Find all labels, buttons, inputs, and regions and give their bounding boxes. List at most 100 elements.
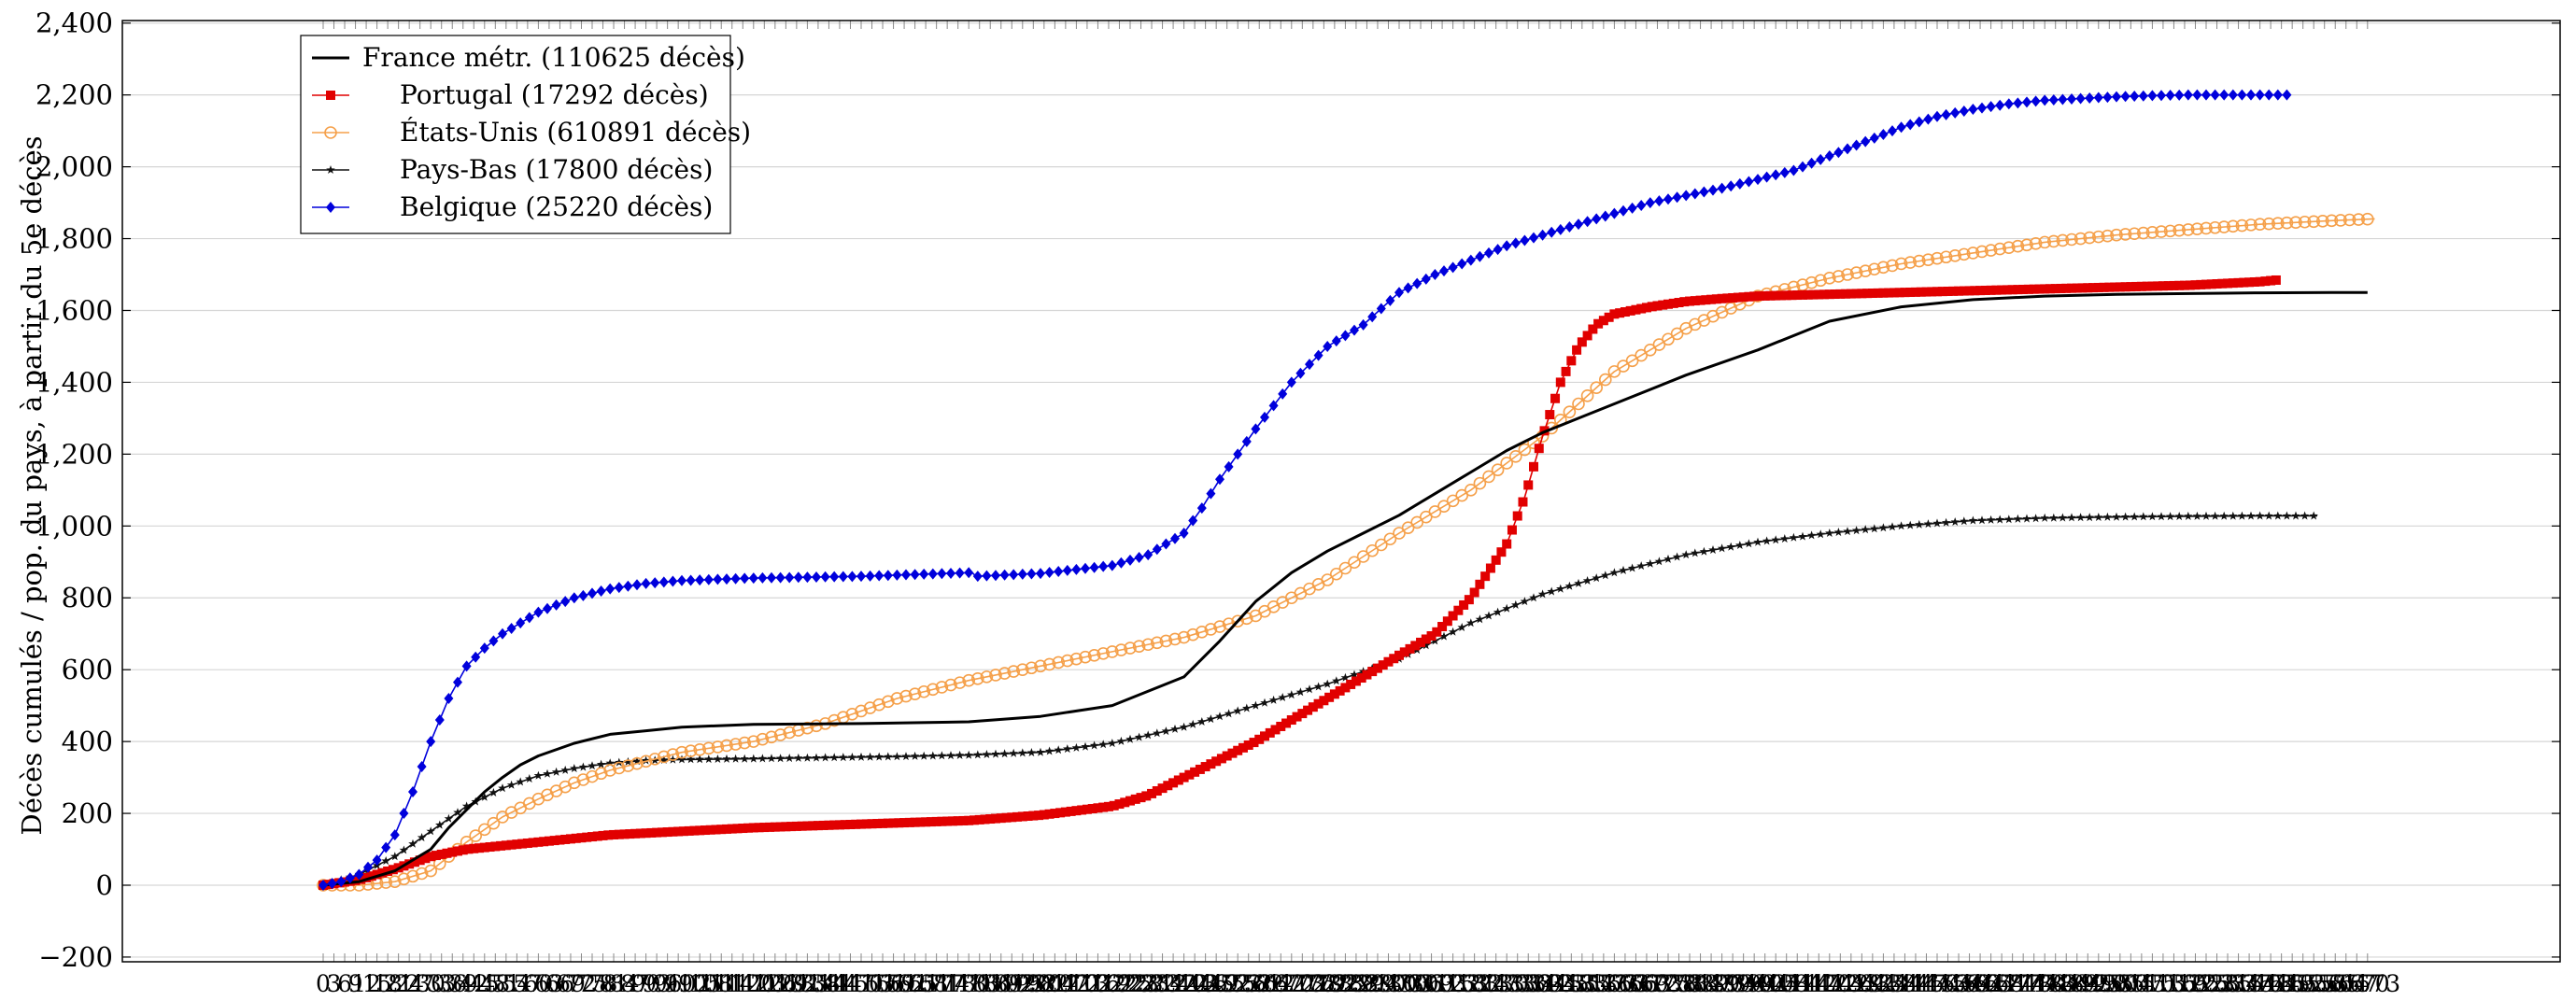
data-point <box>2298 215 2312 229</box>
data-point <box>2040 94 2050 106</box>
x-tick-label: 483 <box>2033 970 2078 997</box>
data-point <box>2253 218 2267 231</box>
data-point <box>2088 283 2099 293</box>
data-point <box>1260 698 1269 707</box>
data-point <box>892 752 902 761</box>
data-point <box>551 767 561 776</box>
x-tick-label: 384 <box>1678 970 1723 997</box>
data-point <box>1081 562 1090 574</box>
data-point <box>2169 280 2179 290</box>
y-tick-label: 1,200 <box>35 438 113 470</box>
data-point <box>775 822 786 832</box>
data-point <box>2217 278 2228 289</box>
x-tick-label: 309 <box>1409 970 1454 997</box>
data-point <box>388 865 398 875</box>
x-tick-label: 423 <box>1818 970 1862 997</box>
x-tick-label: 96 <box>653 970 683 997</box>
data-point <box>1233 745 1243 755</box>
data-point <box>1997 285 2007 295</box>
data-point <box>856 819 866 829</box>
data-point <box>1814 274 1827 288</box>
data-point <box>1986 101 1996 113</box>
x-tick-label: 231 <box>1129 970 1174 997</box>
data-point <box>1760 290 1770 301</box>
data-point <box>2147 281 2158 291</box>
data-point <box>686 574 696 586</box>
data-point <box>991 570 1000 582</box>
data-point <box>415 855 425 866</box>
data-point <box>1329 689 1339 699</box>
data-point <box>582 832 592 842</box>
data-point <box>1412 277 1422 289</box>
data-point <box>1695 295 1706 305</box>
data-point <box>354 868 364 881</box>
data-point <box>722 573 731 585</box>
data-point <box>1188 719 1197 728</box>
x-tick-label: 318 <box>1441 970 1486 997</box>
data-point <box>1954 286 1964 296</box>
data-point <box>2291 511 2300 520</box>
data-point <box>1685 296 1695 306</box>
data-point <box>1600 210 1610 222</box>
data-point <box>2210 89 2220 101</box>
x-tick-label: 417 <box>1796 970 1841 997</box>
data-point <box>1278 388 1288 400</box>
data-point <box>1833 528 1844 537</box>
data-point <box>2307 215 2320 229</box>
data-point <box>1993 242 2006 256</box>
x-tick-label: 99 <box>663 970 693 997</box>
x-tick-label: 63 <box>534 970 564 997</box>
data-point <box>2190 222 2204 236</box>
x-tick-label: 552 <box>2281 970 2326 997</box>
data-point <box>985 814 996 825</box>
x-tick-label: 42 <box>459 970 488 997</box>
data-point <box>603 830 614 840</box>
data-point <box>743 823 754 833</box>
x-tick-label: 321 <box>1452 970 1497 997</box>
x-tick-label: 93 <box>642 970 672 997</box>
data-point <box>847 571 857 583</box>
data-point <box>594 767 608 781</box>
data-point <box>1141 791 1152 801</box>
data-point <box>1197 717 1207 726</box>
data-point <box>953 816 963 826</box>
y-tick-label: 1,600 <box>35 294 113 326</box>
data-point <box>1077 805 1087 815</box>
data-point <box>1416 637 1426 647</box>
data-point <box>847 753 857 761</box>
data-point <box>1588 324 1598 334</box>
data-point <box>652 827 662 838</box>
data-point <box>2022 514 2031 523</box>
data-point <box>1636 303 1647 314</box>
data-point <box>1351 676 1361 686</box>
data-point <box>1563 405 1577 418</box>
data-point <box>1582 331 1592 341</box>
data-point <box>1023 811 1033 821</box>
data-point <box>1383 532 1397 546</box>
data-point <box>1966 247 1980 260</box>
data-point <box>1754 291 1764 302</box>
data-point <box>1937 287 1947 297</box>
data-point <box>1691 548 1700 557</box>
data-point <box>479 642 489 655</box>
data-point <box>2228 89 2238 101</box>
data-point <box>1125 554 1135 566</box>
data-point <box>1295 367 1306 379</box>
x-tick-label: 459 <box>1947 970 1992 997</box>
data-point <box>2237 89 2247 101</box>
x-tick-label: 561 <box>2313 970 2357 997</box>
data-point <box>1537 229 1548 241</box>
data-point <box>1717 182 1727 194</box>
data-point <box>915 817 926 827</box>
data-point <box>1878 128 1889 140</box>
data-point <box>910 569 920 581</box>
data-point <box>729 738 743 751</box>
x-tick-label: 285 <box>1323 970 1368 997</box>
data-point <box>1132 640 1146 653</box>
data-point <box>1358 318 1368 331</box>
data-point <box>1674 298 1684 308</box>
data-point <box>1859 264 1872 277</box>
data-point <box>1152 786 1162 797</box>
data-point <box>910 817 920 827</box>
data-point <box>1295 687 1306 697</box>
